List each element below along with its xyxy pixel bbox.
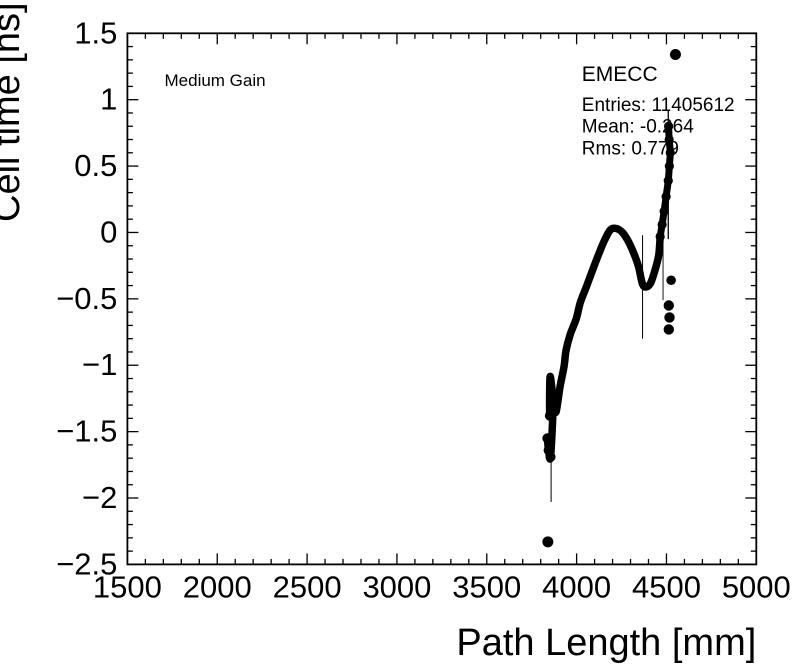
svg-text:Mean: -0.264: Mean: -0.264 <box>582 117 694 138</box>
svg-text:2000: 2000 <box>183 569 252 604</box>
svg-text:Path Length [mm]: Path Length [mm] <box>456 622 756 664</box>
svg-text:0.5: 0.5 <box>74 148 117 183</box>
svg-text:EMECC: EMECC <box>582 63 658 86</box>
svg-text:−1: −1 <box>82 347 117 382</box>
svg-text:5000: 5000 <box>722 569 791 604</box>
svg-text:−1.5: −1.5 <box>56 414 117 449</box>
svg-text:Entries: 11405612: Entries: 11405612 <box>582 95 735 116</box>
svg-text:−0.5: −0.5 <box>56 281 117 316</box>
svg-text:3000: 3000 <box>362 569 431 604</box>
svg-text:Rms: 0.779: Rms: 0.779 <box>582 138 679 159</box>
svg-text:0: 0 <box>100 214 117 249</box>
svg-text:1: 1 <box>100 82 117 117</box>
svg-text:2500: 2500 <box>273 569 342 604</box>
svg-text:Cell time [ns]: Cell time [ns] <box>0 2 28 222</box>
svg-text:3500: 3500 <box>452 569 521 604</box>
svg-text:−2.5: −2.5 <box>56 546 117 581</box>
svg-text:4500: 4500 <box>632 569 701 604</box>
svg-text:1.5: 1.5 <box>74 15 117 50</box>
svg-text:4000: 4000 <box>542 569 611 604</box>
svg-text:−2: −2 <box>82 480 117 515</box>
svg-text:Medium Gain: Medium Gain <box>165 71 266 90</box>
